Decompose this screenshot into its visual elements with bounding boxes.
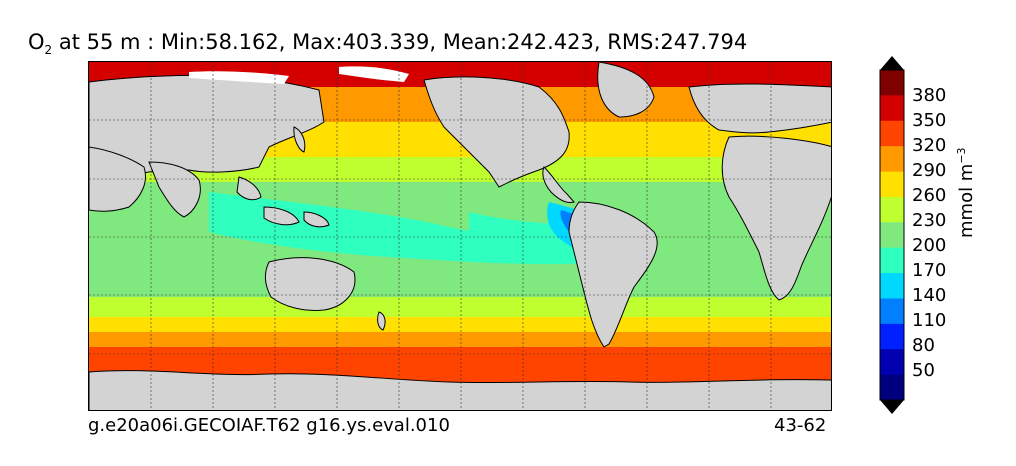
south-america bbox=[568, 201, 658, 348]
colorbar-swatch bbox=[880, 146, 904, 173]
colorbar-swatch bbox=[880, 349, 904, 376]
europe bbox=[688, 83, 831, 134]
antarctica bbox=[89, 370, 831, 410]
colorbar-swatch bbox=[880, 222, 904, 249]
colorbar-tick: 380 bbox=[912, 85, 947, 106]
colorbar-tick: 230 bbox=[912, 210, 947, 231]
colorbar-tick: 320 bbox=[912, 135, 947, 156]
map-svg bbox=[89, 62, 831, 410]
colorbar bbox=[879, 56, 905, 414]
colorbar-tick: 290 bbox=[912, 160, 947, 181]
colorbar-swatch bbox=[880, 374, 904, 401]
colorbar-swatch bbox=[880, 95, 904, 122]
colorbar-swatch bbox=[880, 171, 904, 198]
colorbar-swatch bbox=[880, 247, 904, 274]
colorbar-swatch bbox=[880, 70, 904, 96]
plot-title: O2 at 55 m : Min:58.162, Max:403.339, Me… bbox=[28, 30, 747, 57]
colorbar-swatch bbox=[880, 323, 904, 350]
colorbar-tick: 170 bbox=[912, 260, 947, 281]
africa bbox=[721, 135, 831, 301]
colorbar-under-triangle bbox=[880, 400, 904, 414]
colorbar-unit-label: mmol m−3 bbox=[955, 147, 977, 238]
colorbar-swatch bbox=[880, 120, 904, 147]
colorbar-tick: 50 bbox=[912, 360, 935, 381]
japan bbox=[293, 126, 306, 153]
title-stats: at 55 m : Min:58.162, Max:403.339, Mean:… bbox=[52, 30, 748, 54]
run-id-label: g.e20a06i.GECOIAF.T62 g16.ys.eval.010 bbox=[88, 415, 450, 436]
colorbar-swatch bbox=[880, 196, 904, 223]
north-america bbox=[423, 76, 570, 188]
ocean-map bbox=[88, 61, 832, 411]
colorbar-over-triangle bbox=[880, 56, 904, 70]
new-zealand bbox=[377, 311, 386, 331]
colorbar-swatch bbox=[880, 273, 904, 299]
title-species: O2 bbox=[28, 30, 53, 58]
colorbar-swatch bbox=[880, 298, 904, 325]
central-america bbox=[542, 166, 575, 203]
continents bbox=[89, 62, 831, 410]
graticule bbox=[89, 62, 831, 410]
year-range-label: 43-62 bbox=[774, 415, 827, 436]
colorbar-tick: 200 bbox=[912, 235, 947, 256]
colorbar-tick: 260 bbox=[912, 185, 947, 206]
colorbar-tick: 110 bbox=[912, 310, 947, 331]
colorbar-tick: 80 bbox=[912, 335, 935, 356]
australia bbox=[265, 257, 356, 311]
colorbar-tick: 350 bbox=[912, 110, 947, 131]
colorbar-tick: 140 bbox=[912, 285, 947, 306]
greenland bbox=[597, 62, 655, 118]
india bbox=[148, 161, 201, 218]
sea-ice-patch bbox=[189, 71, 289, 84]
